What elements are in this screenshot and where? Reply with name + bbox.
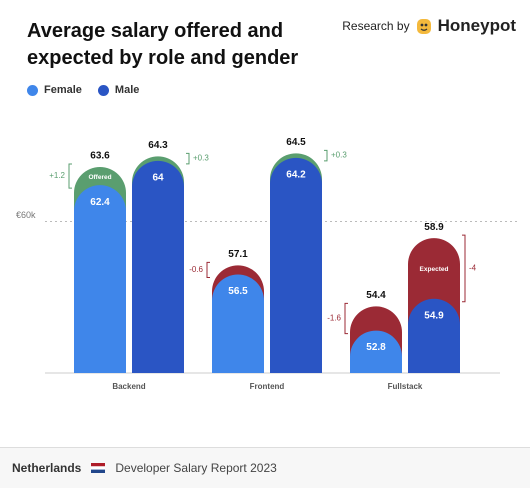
difference-bracket [186, 152, 190, 165]
expected-label: 63.6 [90, 151, 110, 162]
offered-label: 64 [152, 173, 164, 184]
offered-bar [270, 157, 322, 373]
difference-bracket [344, 302, 348, 335]
expected-label: 64.3 [148, 140, 168, 151]
difference-label: -0.6 [189, 265, 203, 274]
cap-label: Expected [420, 266, 449, 273]
brand: Research by Honeypot [342, 16, 516, 36]
offered-label: 52.8 [366, 342, 386, 353]
x-tick-label: Fullstack [388, 382, 423, 391]
legend-label: Male [114, 84, 140, 96]
chart-title: Average salary offered and expected by r… [27, 20, 299, 69]
difference-label: +1.2 [49, 171, 65, 180]
legend-label: Female [44, 84, 82, 96]
offered-label: 54.9 [424, 310, 444, 321]
expected-label: 57.1 [228, 249, 248, 260]
offered-bar [74, 185, 126, 373]
legend: Female Male [27, 84, 139, 96]
legend-swatch [27, 84, 38, 96]
cap-label: Offered [88, 174, 111, 181]
difference-label: -1.6 [327, 314, 341, 323]
legend-item: Male [97, 84, 140, 96]
offered-label: 56.5 [228, 286, 248, 297]
source-label: Research by [342, 19, 410, 33]
legend-swatch [97, 84, 109, 96]
difference-label: +0.3 [193, 154, 209, 163]
country: Netherlands [12, 461, 82, 475]
expected-label: 54.4 [366, 290, 386, 301]
footer: Netherlands Developer Salary Report 2023 [0, 447, 530, 488]
brand-logo [416, 19, 431, 34]
expected-label: 58.9 [424, 222, 444, 233]
difference-bracket [68, 163, 72, 189]
offered-bar [408, 298, 460, 373]
difference-bracket [324, 149, 328, 162]
brand-name: Honeypot [437, 16, 516, 35]
offered-bar [132, 160, 184, 373]
difference-label: -4 [469, 264, 477, 273]
expected-label: 64.5 [286, 137, 306, 148]
flag [91, 463, 106, 473]
x-tick-label: Frontend [250, 382, 285, 391]
offered-label: 62.4 [90, 197, 110, 208]
report-name: Developer Salary Report 2023 [115, 461, 277, 475]
offered-label: 64.2 [286, 170, 306, 181]
difference-bracket [462, 234, 466, 303]
offered-bar [212, 274, 264, 373]
offered-bar [350, 330, 402, 373]
chart: €60k Backend 62.4 63.6 Offered +1.2 64 64.3 +0.3… [16, 137, 520, 391]
difference-label: +0.3 [331, 151, 347, 160]
x-tick-label: Backend [112, 382, 145, 391]
reference-label: €60k [16, 210, 36, 220]
legend-item: Female [27, 84, 82, 96]
difference-bracket [206, 261, 210, 279]
